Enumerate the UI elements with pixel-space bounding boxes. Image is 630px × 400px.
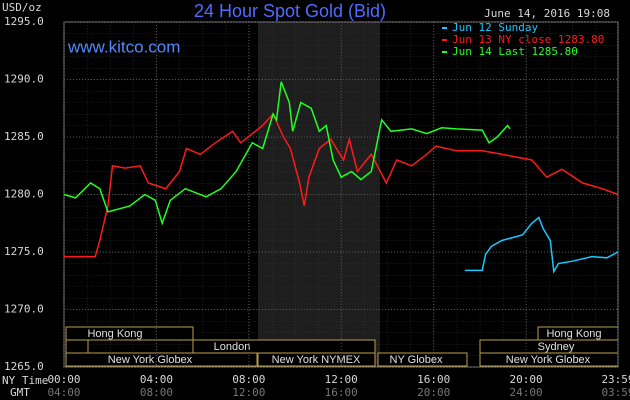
y-tick-label: 1270.0: [4, 303, 44, 316]
x-tick-label: 08:00: [232, 373, 265, 386]
sessions: Hong Kong London New York Globex New Yor…: [65, 326, 619, 367]
legend-label: Jun 14 Last 1285.80: [452, 45, 578, 58]
gmt-tick-label: 20:00: [417, 386, 450, 399]
session-label: Hong Kong: [87, 328, 142, 340]
gmt-tick-label: 08:00: [140, 386, 173, 399]
x-tick-label: 12:00: [325, 373, 358, 386]
session-label: New York NYMEX: [272, 354, 361, 366]
y-tick-label: 1275.0: [4, 245, 44, 258]
gmt-tick-label: 16:00: [325, 386, 358, 399]
session-label: Hong Kong: [546, 328, 601, 340]
watermark: www.kitco.com: [67, 37, 180, 56]
x-label: GMT: [10, 386, 30, 399]
y-unit: USD/oz: [2, 1, 42, 14]
session-box: [65, 339, 89, 354]
gmt-tick-label: 12:00: [232, 386, 265, 399]
gmt-tick-label: 03:59: [601, 386, 630, 399]
session-label: New York Globex: [108, 354, 193, 366]
session-label: New York Globex: [506, 354, 591, 366]
legend-label: Jun 12 Sunday: [452, 21, 538, 34]
gmt-tick-label: 24:00: [509, 386, 542, 399]
session-box: [257, 352, 376, 367]
x-label: NY Time: [2, 374, 48, 387]
x-tick-label: 04:00: [140, 373, 173, 386]
chart-title: 24 Hour Spot Gold (Bid): [194, 1, 386, 21]
gmt-tick-label: 04:00: [47, 386, 80, 399]
y-tick-label: 1280.0: [4, 188, 44, 201]
y-tick-label: 1290.0: [4, 73, 44, 86]
y-tick-label: 1285.0: [4, 130, 44, 143]
y-tick-label: 1295.0: [4, 15, 44, 28]
session-box: [377, 352, 468, 367]
session-label: NY Globex: [390, 354, 443, 366]
x-tick-label: 23:59: [601, 373, 630, 386]
x-tick-label: 00:00: [47, 373, 80, 386]
chart-subtitle: June 14, 2016 19:08: [484, 7, 610, 20]
series-line: [464, 216, 619, 274]
session-box: [65, 352, 258, 367]
series-line: [63, 81, 511, 226]
session-label: Sydney: [538, 341, 575, 353]
x-tick-label: 16:00: [417, 373, 450, 386]
series-line: [64, 112, 619, 258]
session-label: London: [214, 341, 251, 353]
x-tick-label: 20:00: [509, 373, 542, 386]
y-tick-label: 1265.0: [4, 360, 44, 373]
legend-label: Jun 13 NY close 1283.80: [452, 33, 604, 46]
session-box: [65, 326, 194, 341]
